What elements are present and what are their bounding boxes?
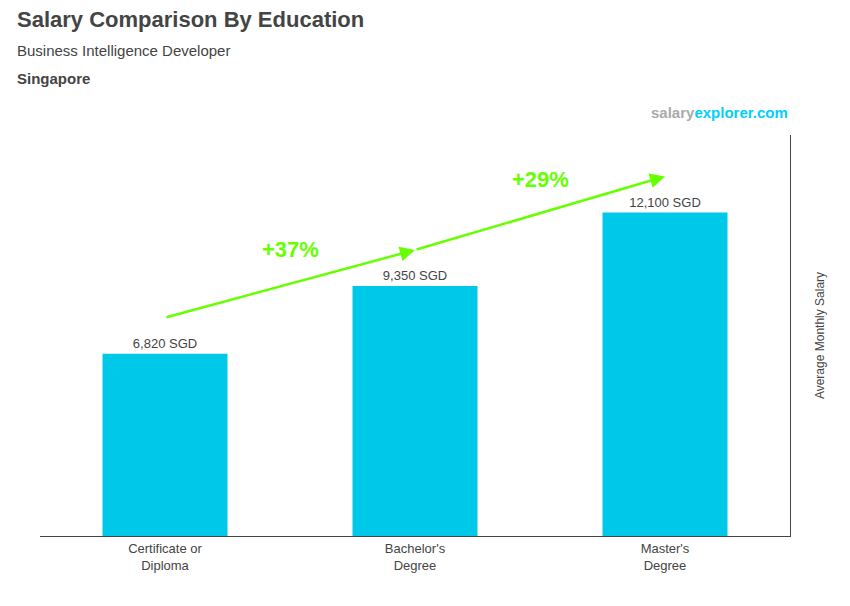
- svg-text:salaryexplorer.com: salaryexplorer.com: [651, 104, 788, 121]
- svg-text:12,100 SGD: 12,100 SGD: [629, 195, 701, 210]
- svg-text:+37%: +37%: [262, 237, 319, 262]
- svg-text:9,350 SGD: 9,350 SGD: [383, 268, 447, 283]
- svg-text:6,820 SGD: 6,820 SGD: [133, 336, 197, 351]
- svg-text:Bachelor'sDegree: Bachelor'sDegree: [385, 541, 446, 573]
- svg-text:Master'sDegree: Master'sDegree: [641, 541, 690, 573]
- svg-text:Average Monthly Salary: Average Monthly Salary: [813, 272, 827, 399]
- svg-text:+29%: +29%: [512, 167, 569, 192]
- svg-text:Certificate orDiploma: Certificate orDiploma: [128, 541, 202, 573]
- svg-text:Salary Comparison By Education: Salary Comparison By EducationBusiness I…: [17, 7, 364, 87]
